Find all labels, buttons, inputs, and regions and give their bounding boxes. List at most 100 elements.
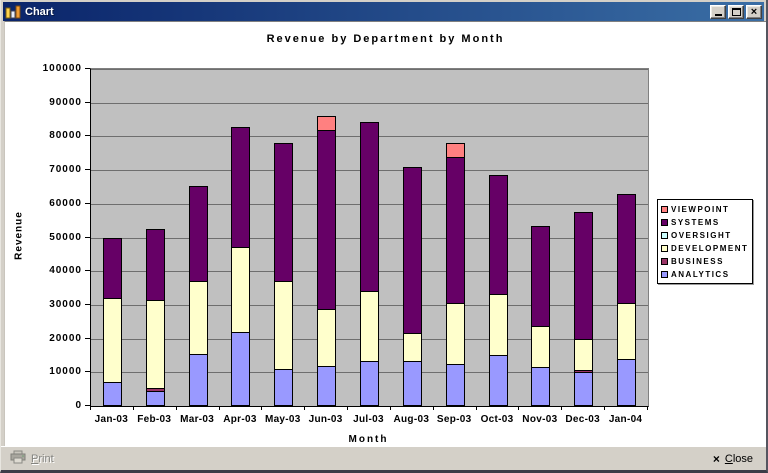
bar [145,69,165,406]
bar-segment-systems [145,228,165,302]
x-tick-label: Dec-03 [565,414,601,425]
bar-segment-development [445,302,465,365]
bar-segment-analytics [188,353,208,406]
legend-item: BUSINESS [661,255,748,268]
legend-swatch [661,206,668,213]
chart-title: Revenue by Department by Month [266,33,505,45]
bar-segment-development [317,309,337,367]
window-titlebar[interactable]: Chart × [3,2,764,21]
bar-segment-development [188,280,208,355]
y-tick-label: 50000 [49,231,82,243]
legend: VIEWPOINT SYSTEMS OVERSIGHT DEVELOPMENT BUSI… [657,199,754,284]
y-tick-mark [85,371,90,373]
bar [360,69,379,406]
printer-icon [10,450,26,467]
bar [188,69,208,406]
x-tick-mark [647,406,648,410]
bar-segment-analytics [145,390,165,406]
bar-segment-analytics [488,355,508,406]
y-tick-label: 100000 [42,63,82,74]
legend-item: VIEWPOINT [661,203,748,216]
bar-segment-systems [445,156,465,304]
x-tick-mark [304,406,306,410]
x-tick-label: Feb-03 [137,414,172,425]
bar [402,69,422,406]
bar-segment-viewpoint [445,142,465,158]
bar-segment-systems [574,211,594,340]
window-title: Chart [25,5,54,18]
y-tick-mark [85,236,90,238]
bar [317,69,337,406]
x-tick-mark [518,406,520,410]
x-tick-mark [475,406,477,410]
y-tick-mark [85,202,90,204]
x-tick-label: Sep-03 [436,414,472,425]
gridline [91,69,648,70]
x-tick-label: Apr-03 [223,414,257,425]
y-tick-label: 80000 [49,130,82,142]
legend-item: SYSTEMS [661,216,748,229]
legend-swatch [661,245,668,252]
x-tick-mark [132,406,134,410]
x-tick-mark [561,406,563,410]
x-tick-label: Jan-03 [94,414,129,425]
bar-segment-development [402,332,422,362]
bar-segment-development [102,297,122,384]
x-tick-label: Nov-03 [522,414,558,425]
bar-segment-analytics [231,331,251,406]
bar-segment-analytics [317,365,337,406]
legend-label: VIEWPOINT [671,205,730,214]
bar-segment-analytics [531,367,551,406]
y-tick-mark [85,303,90,305]
close-button-footer[interactable]: × Close [712,452,754,466]
bar-segment-analytics [274,368,294,406]
x-tick-mark [604,406,606,410]
y-tick-mark [85,101,90,103]
legend-swatch [661,258,668,265]
bar-segment-systems [488,175,508,296]
maximize-icon [731,7,741,16]
bar-segment-development [274,280,294,370]
print-button[interactable]: Print [9,449,55,468]
legend-label: SYSTEMS [671,218,720,227]
bar-segment-systems [102,237,122,299]
y-tick-mark [85,337,90,339]
x-tick-label: May-03 [264,414,301,425]
bar-segment-development [231,246,251,333]
legend-item: ANALYTICS [661,268,748,281]
legend-label: DEVELOPMENT [671,244,749,253]
bar-segment-development [145,300,165,390]
print-button-label: Print [31,452,54,465]
x-tick-mark [261,406,263,410]
x-tick-label: Oct-03 [480,414,514,425]
bar [102,69,122,406]
bar-segment-analytics [102,382,122,406]
bar-segment-systems [402,167,422,334]
y-tick-label: 10000 [49,366,82,378]
x-tick-label: Jun-03 [308,414,343,425]
legend-label: OVERSIGHT [671,231,732,240]
y-tick-mark [85,405,90,406]
legend-swatch [661,271,668,278]
bar-segment-development [617,302,637,360]
plot-area [90,68,649,407]
x-tick-mark [389,406,391,410]
maximize-button[interactable] [728,4,744,19]
bar-segment-development [488,294,508,357]
bar-segment-systems [231,126,251,248]
x-tick-mark [432,406,434,410]
x-tick-mark [347,406,349,410]
bar-segment-analytics [360,360,379,406]
minimize-icon [714,13,722,16]
bar [274,69,294,406]
bar-segment-systems [317,130,337,311]
close-button[interactable]: × [746,4,762,19]
minimize-button[interactable] [710,4,726,19]
close-button-label: Close [724,452,753,465]
x-tick-mark [175,406,177,410]
x-tick-label: Mar-03 [180,414,215,425]
y-tick-label: 70000 [49,164,82,176]
legend-item: DEVELOPMENT [661,242,748,255]
y-tick-label: 30000 [49,298,82,310]
